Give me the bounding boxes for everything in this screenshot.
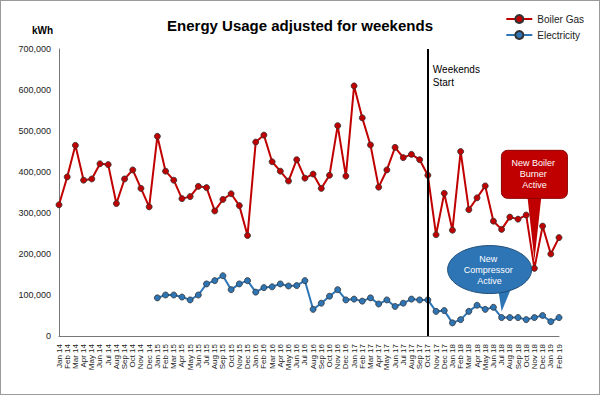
- svg-text:Mar 15: Mar 15: [169, 344, 179, 369]
- svg-text:Feb 16: Feb 16: [259, 344, 269, 369]
- svg-text:Jul 16: Jul 16: [300, 344, 310, 366]
- svg-text:Energy Usage adjusted for week: Energy Usage adjusted for weekends: [167, 17, 433, 34]
- svg-text:Feb 15: Feb 15: [161, 344, 171, 369]
- svg-text:Apr 17: Apr 17: [374, 344, 384, 368]
- svg-text:400,000: 400,000: [18, 167, 51, 177]
- svg-text:500,000: 500,000: [18, 126, 51, 136]
- svg-text:Jan 15: Jan 15: [152, 344, 162, 368]
- svg-text:Sep 15: Sep 15: [218, 344, 228, 370]
- svg-text:Jul 18: Jul 18: [497, 344, 507, 366]
- svg-text:Apr 15: Apr 15: [177, 344, 187, 368]
- svg-text:Burner: Burner: [520, 169, 550, 179]
- svg-text:Electricity: Electricity: [537, 30, 580, 41]
- svg-text:100,000: 100,000: [18, 290, 51, 300]
- svg-text:Aug 16: Aug 16: [308, 344, 318, 370]
- svg-text:Jan 18: Jan 18: [447, 344, 457, 368]
- svg-text:Weekends: Weekends: [433, 64, 483, 75]
- svg-text:200,000: 200,000: [18, 249, 51, 259]
- svg-text:Jun 16: Jun 16: [292, 344, 302, 368]
- svg-text:Jun 14: Jun 14: [95, 344, 105, 368]
- svg-text:Feb 18: Feb 18: [456, 344, 466, 369]
- svg-text:600,000: 600,000: [18, 85, 51, 95]
- svg-text:Nov 14: Nov 14: [136, 344, 146, 370]
- svg-text:Active: Active: [522, 180, 547, 190]
- svg-text:Feb 17: Feb 17: [357, 344, 367, 369]
- svg-text:New: New: [479, 254, 500, 264]
- svg-text:Aug 15: Aug 15: [210, 344, 220, 370]
- svg-text:Start: Start: [433, 77, 454, 88]
- svg-text:Jun 18: Jun 18: [488, 344, 498, 368]
- svg-text:Dec 14: Dec 14: [144, 344, 154, 370]
- svg-text:Jul 14: Jul 14: [103, 344, 113, 366]
- svg-text:Jan 17: Jan 17: [349, 344, 359, 368]
- svg-text:Active: Active: [477, 276, 502, 286]
- svg-text:Jun 17: Jun 17: [390, 344, 400, 368]
- svg-text:Boiler Gas: Boiler Gas: [537, 14, 584, 25]
- svg-text:Sep 14: Sep 14: [120, 344, 130, 370]
- svg-text:0: 0: [46, 331, 51, 341]
- svg-text:Jun 15: Jun 15: [193, 344, 203, 368]
- svg-text:May 14: May 14: [87, 344, 97, 371]
- svg-text:Oct 18: Oct 18: [521, 344, 531, 368]
- svg-text:Mar 17: Mar 17: [366, 344, 375, 369]
- svg-text:Apr 18: Apr 18: [472, 344, 482, 368]
- svg-text:Jan 19: Jan 19: [546, 344, 556, 368]
- svg-text:Apr 14: Apr 14: [79, 344, 89, 368]
- svg-text:New Boiler: New Boiler: [511, 158, 557, 168]
- svg-text:Feb 19: Feb 19: [555, 343, 564, 368]
- svg-text:Mar 14: Mar 14: [70, 344, 80, 369]
- svg-text:700,000: 700,000: [18, 44, 51, 54]
- svg-text:Dec 15: Dec 15: [243, 344, 252, 370]
- svg-text:Oct 17: Oct 17: [423, 344, 433, 368]
- svg-text:Oct 15: Oct 15: [226, 344, 236, 368]
- svg-text:Dec 17: Dec 17: [439, 344, 449, 370]
- svg-text:Jan 16: Jan 16: [251, 344, 261, 368]
- svg-text:Nov 16: Nov 16: [333, 344, 343, 370]
- svg-text:Jan 14: Jan 14: [54, 344, 64, 368]
- svg-text:Oct 14: Oct 14: [128, 344, 138, 368]
- svg-text:Sep 16: Sep 16: [316, 344, 326, 370]
- svg-text:Mar 18: Mar 18: [464, 344, 474, 369]
- svg-text:May 17: May 17: [382, 344, 392, 371]
- svg-text:Nov 17: Nov 17: [431, 344, 441, 370]
- svg-text:Dec 16: Dec 16: [341, 344, 351, 370]
- svg-text:Aug 17: Aug 17: [407, 344, 416, 370]
- svg-text:Mar 16: Mar 16: [267, 344, 277, 369]
- svg-text:Nov 18: Nov 18: [529, 344, 539, 370]
- svg-text:Dec 18: Dec 18: [538, 344, 548, 370]
- svg-text:Compressor: Compressor: [464, 265, 516, 275]
- svg-text:Jul 15: Jul 15: [202, 344, 211, 366]
- svg-text:Nov 15: Nov 15: [234, 344, 244, 370]
- svg-text:May 16: May 16: [284, 344, 293, 371]
- svg-text:May 18: May 18: [480, 344, 490, 371]
- svg-text:300,000: 300,000: [18, 208, 51, 218]
- svg-text:kWh: kWh: [32, 25, 53, 36]
- svg-text:Sep 18: Sep 18: [513, 344, 523, 370]
- svg-text:May 15: May 15: [185, 344, 195, 371]
- svg-text:Aug 14: Aug 14: [111, 344, 121, 370]
- svg-text:Jul 17: Jul 17: [398, 344, 408, 366]
- svg-text:Aug 18: Aug 18: [505, 344, 515, 370]
- svg-text:Apr 16: Apr 16: [275, 344, 285, 368]
- svg-text:Sep 17: Sep 17: [415, 344, 425, 370]
- svg-text:Oct 16: Oct 16: [325, 344, 334, 368]
- svg-text:Feb 14: Feb 14: [62, 344, 72, 369]
